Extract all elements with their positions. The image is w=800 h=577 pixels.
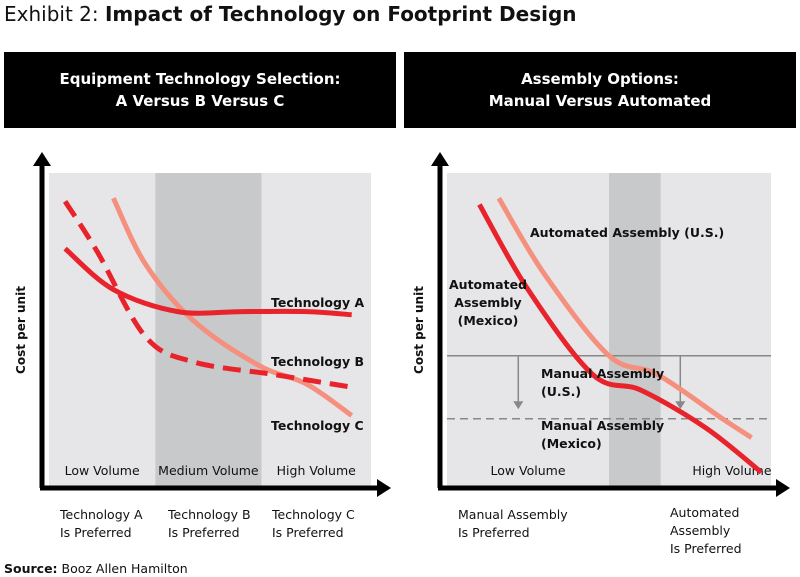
chart1-y-axis-arrow [431, 152, 449, 166]
caption-line: Automated [670, 505, 740, 520]
caption-line: Is Preferred [272, 525, 344, 540]
chart0-series-technology-b [62, 200, 353, 390]
right-panel-header-line1: Assembly Options: [521, 70, 679, 88]
exhibit-title: Exhibit 2: Impact of Technology on Footp… [4, 2, 577, 26]
chart1-y-axis-label: Cost per unit [412, 286, 426, 374]
source-label: Source: [4, 561, 58, 576]
chart1-series-automated-assembly-u-s [496, 196, 753, 440]
label-technology-b: Technology B [271, 354, 364, 369]
label-technology-a: Technology A [271, 295, 364, 310]
left-panel-header-line1: Equipment Technology Selection: [59, 70, 341, 88]
chart1-arrow-head-0 [513, 401, 524, 410]
chart0-region-0 [49, 173, 156, 488]
source-note: Source: Booz Allen Hamilton [4, 561, 188, 576]
label-manual-us-line: Manual Assembly [541, 366, 664, 381]
chart0-region-label: High Volume [277, 463, 357, 478]
exhibit-title-main: Impact of Technology on Footprint Design [104, 2, 577, 26]
chart0-series-technology-c [111, 197, 354, 418]
right-panel-header: Assembly Options: Manual Versus Automate… [404, 52, 796, 128]
caption-manual-preferred: Manual Assembly Is Preferred [458, 506, 568, 542]
label-automated-mexico-line: Assembly [454, 295, 521, 310]
chart1-region-2 [660, 173, 771, 488]
chart0-region-label: Low Volume [65, 463, 140, 478]
right-panel-header-line2: Manual Versus Automated [488, 92, 712, 110]
label-manual-mexico-line: (Mexico) [541, 436, 602, 451]
chart0-y-axis-arrow [33, 152, 51, 166]
label-automated-mexico-line: (Mexico) [458, 313, 519, 328]
caption-tech-c-preferred: Technology C Is Preferred [272, 506, 355, 542]
caption-tech-b-preferred: Technology B Is Preferred [168, 506, 251, 542]
caption-line: Assembly [670, 523, 731, 538]
chart0-series-technology-a [63, 246, 352, 318]
label-technology-c: Technology C [271, 418, 364, 433]
chart1-series-automated-assembly-mexico [477, 203, 763, 475]
chart0-region-2 [261, 173, 371, 488]
caption-line: Is Preferred [168, 525, 240, 540]
chart0-x-axis-arrow [377, 479, 391, 497]
exhibit-title-prefix: Exhibit 2: [4, 2, 105, 26]
caption-line: Is Preferred [458, 525, 530, 540]
left-panel-header: Equipment Technology Selection: A Versus… [4, 52, 396, 128]
label-manual-us-line: (U.S.) [541, 384, 581, 399]
chart1-region-label: Low Volume [490, 463, 565, 478]
label-manual-mexico-line: Manual Assembly [541, 418, 664, 433]
caption-automated-preferred: Automated Assembly Is Preferred [670, 504, 742, 558]
source-text: Booz Allen Hamilton [57, 561, 188, 576]
caption-tech-a-preferred: Technology A Is Preferred [60, 506, 143, 542]
chart0-region-label: Medium Volume [158, 463, 259, 478]
caption-line: Is Preferred [60, 525, 132, 540]
caption-line: Technology A [60, 507, 143, 522]
caption-line: Manual Assembly [458, 507, 568, 522]
caption-line: Is Preferred [670, 541, 742, 556]
chart1-region-0 [447, 173, 609, 488]
caption-line: Technology B [168, 507, 251, 522]
left-panel-header-line2: A Versus B Versus C [115, 92, 285, 110]
caption-line: Technology C [272, 507, 355, 522]
chart0-y-axis-label: Cost per unit [14, 286, 28, 374]
chart1-x-axis-arrow [776, 479, 790, 497]
label-automated-us: Automated Assembly (U.S.) [530, 225, 724, 240]
label-automated-mexico-line: Automated [449, 277, 527, 292]
chart1-arrow-head-1 [675, 401, 686, 410]
chart1-region-1 [609, 173, 661, 488]
